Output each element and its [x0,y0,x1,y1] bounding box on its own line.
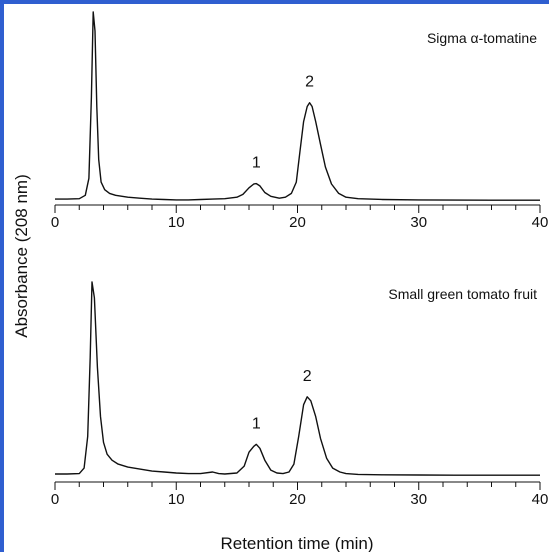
chart-panel-1: 0 10 20 30 40 1 2 Sigma α-tomatine [51,11,549,231]
x-tick-label: 0 [51,214,59,231]
x-tick-label: 20 [289,491,306,508]
x-axis-title: Retention time (min) [220,534,373,552]
panel-title: Small green tomato fruit [388,286,537,302]
peak-label: 1 [252,155,261,172]
x-tick-label: 10 [168,491,185,508]
chromatogram-trace [55,281,540,476]
peak-label: 2 [305,74,314,91]
x-tick-label: 30 [410,214,427,231]
peak-label: 1 [252,415,261,432]
chromatogram-trace [55,11,540,201]
peak-label: 2 [303,368,312,385]
chart-panel-2: 0 10 20 30 40 1 2 Small green tomato fruit [51,281,549,508]
x-tick-label: 40 [532,491,549,508]
x-tick-label: 10 [168,214,185,231]
y-axis-title: Absorbance (208 nm) [12,174,31,337]
panel-title: Sigma α-tomatine [427,30,537,46]
x-tick-label: 40 [532,214,549,231]
x-tick-label: 0 [51,491,59,508]
x-tick-label: 30 [410,491,427,508]
x-tick-label: 20 [289,214,306,231]
